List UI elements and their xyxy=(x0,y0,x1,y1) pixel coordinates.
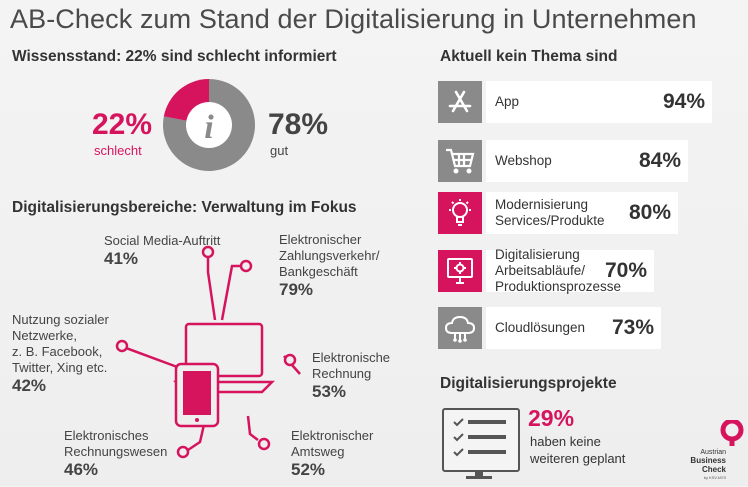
svg-text:Check: Check xyxy=(702,465,727,474)
connector-dot-rechnungswesen xyxy=(176,445,190,459)
connector-dot-social-media xyxy=(201,245,215,259)
gear-monitor-icon xyxy=(438,250,482,292)
projekte-heading: Digitalisierungsprojekte xyxy=(440,375,617,392)
devices-diagram xyxy=(115,245,301,459)
kein-thema-label: Produktionsprozesse xyxy=(495,279,622,294)
kein-thema-bar: Webshop 84% xyxy=(486,140,688,182)
cloud-icon xyxy=(438,307,482,349)
app-store-icon xyxy=(438,81,482,123)
wissensstand-heading: Wissensstand: 22% sind schlecht informie… xyxy=(12,48,337,65)
kein-thema-row: Modernisierung Services/Produkte 80% xyxy=(438,192,728,234)
area-social-media: Social Media-Auftritt 41% xyxy=(104,233,221,268)
kein-thema-label: Arbeitsabläufe/ xyxy=(495,263,586,278)
donut-center xyxy=(186,102,232,148)
area-zahlungsverkehr: Elektronischer Zahlungsverkehr/ Bankgesc… xyxy=(279,232,380,299)
kein-thema-row: Digitalisierung Arbeitsabläufe/Produktion… xyxy=(438,247,728,294)
checklist-monitor-icon xyxy=(442,408,520,472)
projekte-text: haben keine weiteren geplant xyxy=(530,434,626,466)
area-amtsweg: Elektronischer Amtsweg 52% xyxy=(291,428,374,479)
connector-dot-zahlungsverkehr xyxy=(239,259,253,273)
bereiche-heading: Digitalisierungsbereiche: Verwaltung im … xyxy=(12,199,357,216)
info-icon: i xyxy=(204,109,214,146)
kein-thema-heading: Aktuell kein Thema sind xyxy=(440,48,618,65)
kein-thema-label: Digitalisierung xyxy=(495,247,580,262)
area-rechnungswesen: Elektronisches Rechnungswesen 46% xyxy=(64,428,168,479)
svg-text:Business: Business xyxy=(690,456,726,465)
kein-thema-value: 73% xyxy=(611,316,654,339)
kein-thema-label: Webshop xyxy=(495,153,552,168)
austrian-business-check-logo: Austrian Business Check by KSV1870 xyxy=(682,418,744,482)
lightbulb-icon xyxy=(438,192,482,234)
projekte-value: 29% xyxy=(528,405,575,431)
kein-thema-value: 84% xyxy=(638,149,681,172)
kein-thema-value: 94% xyxy=(662,90,705,113)
area-rechnung: Elektronische Rechnung 53% xyxy=(312,350,391,401)
knowledge-donut-chart: i xyxy=(162,78,256,172)
good-value: 78% xyxy=(268,108,329,141)
svg-text:by KSV1870: by KSV1870 xyxy=(704,475,727,480)
kein-thema-label: Services/Produkte xyxy=(495,213,605,228)
kein-thema-row: App 94% xyxy=(438,81,728,123)
bad-value: 22% xyxy=(92,108,153,141)
kein-thema-bar: Digitalisierung Arbeitsabläufe/Produktion… xyxy=(486,247,654,294)
area-soziale-netzwerke: Nutzung sozialer Netzwerke, z. B. Facebo… xyxy=(12,312,109,395)
connector-dot-amtsweg xyxy=(257,437,271,451)
page-title: AB-Check zum Stand der Digitalisierung i… xyxy=(10,4,697,34)
kein-thema-row: Webshop 84% xyxy=(438,140,728,182)
svg-text:Austrian: Austrian xyxy=(700,449,726,456)
kein-thema-row: Cloudlösungen 73% xyxy=(438,307,728,349)
monitor-stand xyxy=(466,470,492,479)
kein-thema-bar: Cloudlösungen 73% xyxy=(486,307,661,349)
good-label: gut xyxy=(270,143,289,158)
kein-thema-label: Cloudlösungen xyxy=(495,320,586,335)
kein-thema-label: App xyxy=(495,94,520,109)
tablet-screen xyxy=(183,371,211,415)
connector-dot-rechnung xyxy=(283,353,297,367)
kein-thema-label: Modernisierung xyxy=(495,197,589,212)
shopping-cart-icon xyxy=(438,140,482,182)
kein-thema-bar: App 94% xyxy=(486,81,712,123)
kein-thema-value: 70% xyxy=(604,259,647,282)
kein-thema-bar: Modernisierung Services/Produkte 80% xyxy=(486,192,678,234)
bad-label: schlecht xyxy=(94,143,142,158)
kein-thema-value: 80% xyxy=(628,201,671,224)
connector-dot-soziale-netzwerke xyxy=(115,339,129,353)
